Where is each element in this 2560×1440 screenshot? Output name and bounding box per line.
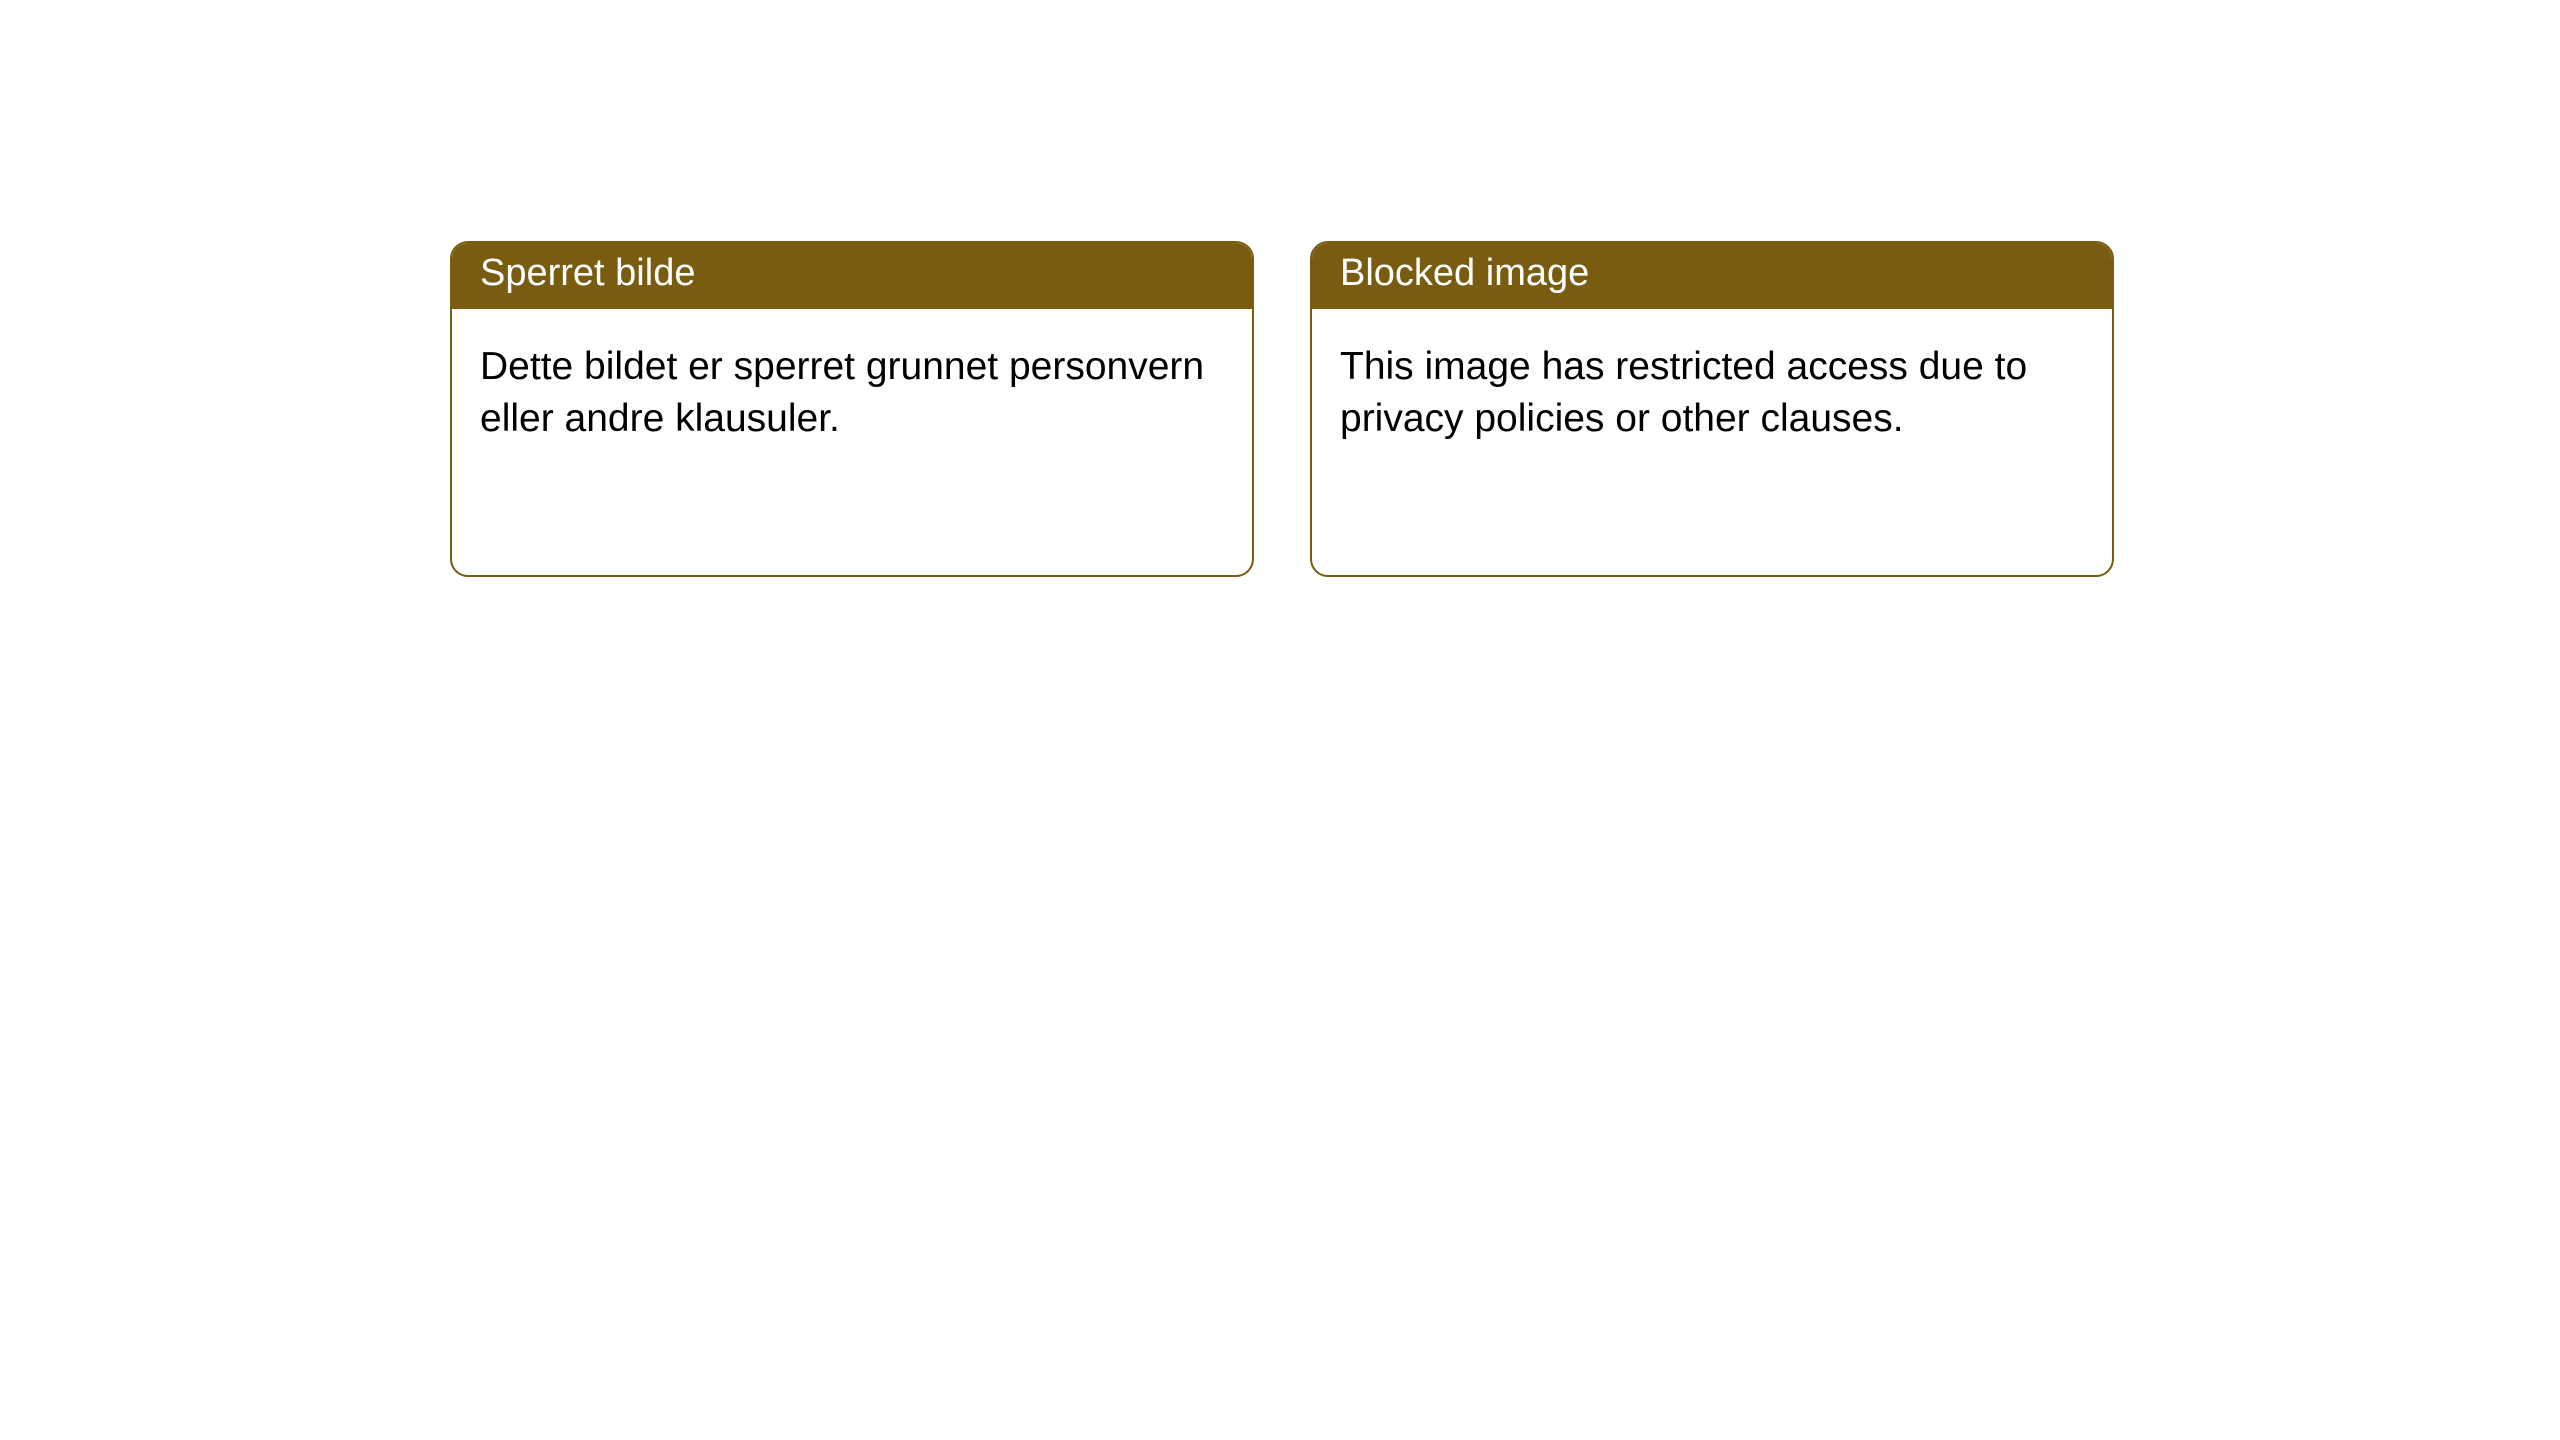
cards-container: Sperret bilde Dette bildet er sperret gr…	[0, 0, 2560, 577]
card-header-en: Blocked image	[1312, 243, 2112, 309]
card-message-en: This image has restricted access due to …	[1340, 345, 2027, 441]
card-header-no: Sperret bilde	[452, 243, 1252, 309]
card-message-no: Dette bildet er sperret grunnet personve…	[480, 345, 1204, 441]
blocked-image-card-en: Blocked image This image has restricted …	[1310, 241, 2114, 577]
card-body-no: Dette bildet er sperret grunnet personve…	[452, 309, 1252, 478]
card-body-en: This image has restricted access due to …	[1312, 309, 2112, 478]
card-title-no: Sperret bilde	[480, 252, 695, 294]
card-title-en: Blocked image	[1340, 252, 1589, 294]
blocked-image-card-no: Sperret bilde Dette bildet er sperret gr…	[450, 241, 1254, 577]
